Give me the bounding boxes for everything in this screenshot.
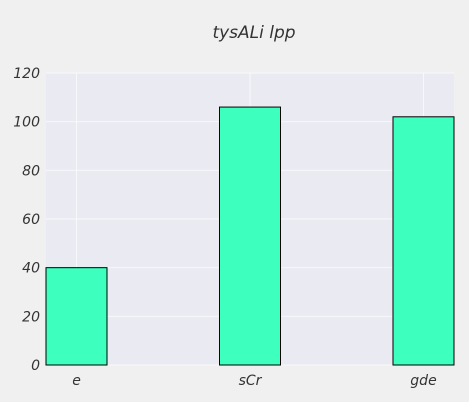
x-tick-label: gde — [410, 373, 436, 389]
chart-title: tysALi lpp — [212, 23, 295, 43]
y-tick-label: 40 — [22, 261, 40, 277]
x-tick-label: sCr — [239, 373, 263, 389]
x-axis-ticks: e sCr gde — [72, 373, 437, 389]
x-tick-label: e — [72, 373, 81, 389]
bar-sCr — [219, 106, 281, 366]
bar-e — [45, 267, 108, 366]
bars — [45, 106, 455, 366]
y-tick-label: 80 — [22, 163, 40, 179]
y-tick-label: 0 — [31, 358, 40, 374]
bar-gde — [392, 116, 455, 366]
y-tick-label: 100 — [13, 115, 40, 131]
y-tick-label: 120 — [13, 66, 40, 82]
y-tick-label: 60 — [22, 212, 40, 228]
y-axis-ticks: 0 20 40 60 80 100 120 — [13, 66, 40, 374]
y-tick-label: 20 — [22, 309, 40, 325]
